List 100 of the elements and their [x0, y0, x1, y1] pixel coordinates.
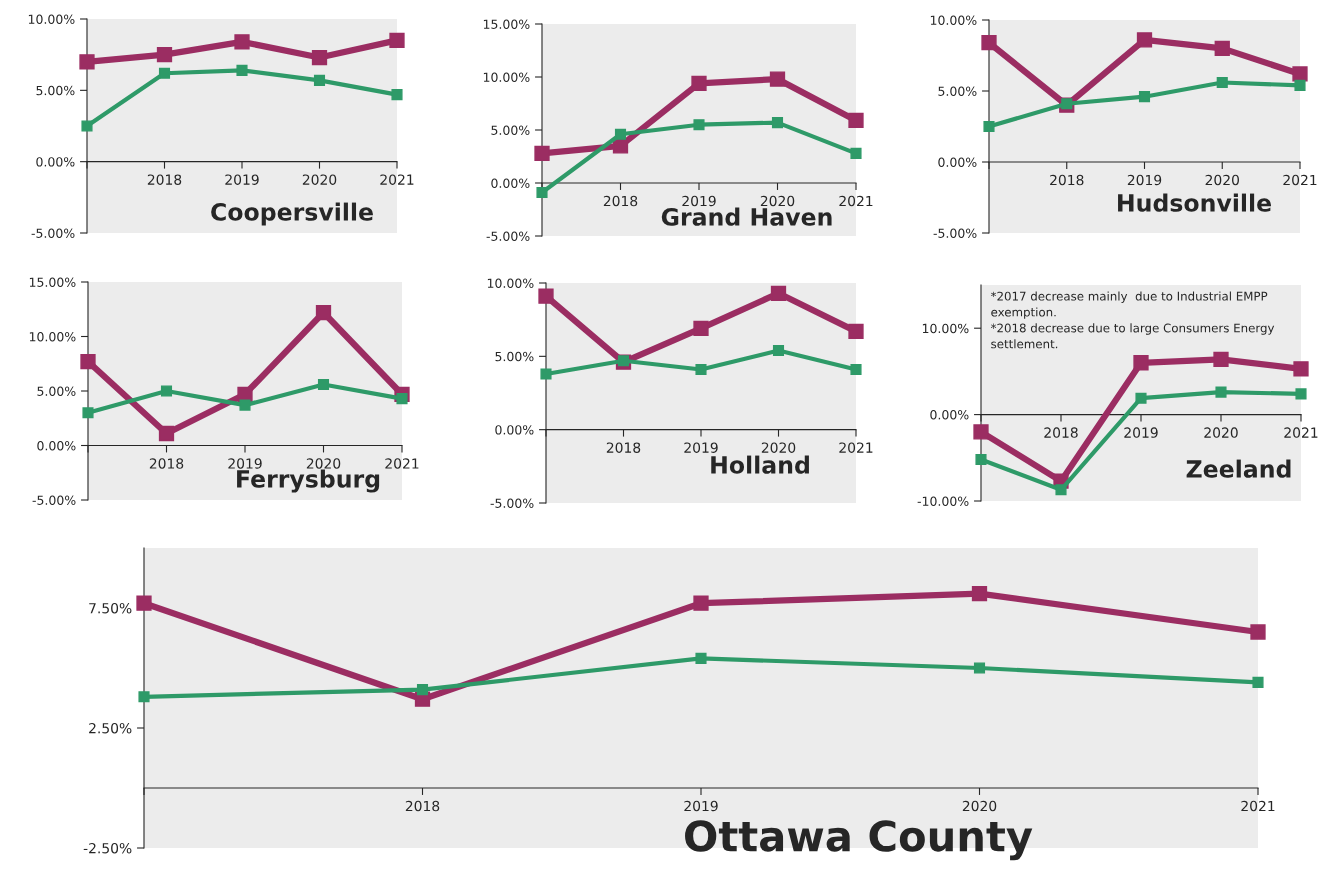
point — [536, 186, 548, 199]
point — [396, 393, 408, 405]
y-tick-label: 10.00% — [483, 72, 530, 82]
y-tick-label: -10.00% — [917, 496, 969, 506]
x-tick-label: 2019 — [225, 174, 259, 185]
point — [160, 385, 173, 397]
y-tick-label: 10.00% — [487, 278, 534, 288]
y-tick-label: 0.00% — [930, 410, 969, 420]
point — [848, 323, 864, 340]
y-tick-label: 10.00% — [922, 323, 969, 334]
point — [313, 74, 326, 86]
point — [1250, 624, 1266, 640]
x-tick-label: 2021 — [839, 442, 873, 453]
point — [850, 147, 862, 159]
x-tick-label: 2018 — [1044, 427, 1078, 438]
y-tick-label: 5.00% — [37, 386, 76, 396]
point — [236, 64, 248, 76]
point — [315, 304, 332, 321]
y-tick-label: 0.00% — [491, 178, 530, 188]
point — [693, 119, 705, 131]
point — [981, 35, 997, 51]
x-tick-label: 2018 — [1050, 174, 1084, 186]
point — [973, 424, 989, 440]
point — [540, 368, 552, 380]
point — [848, 112, 864, 129]
x-tick-label: 2019 — [1127, 174, 1162, 186]
point — [1294, 79, 1306, 91]
x-tick-label: 2020 — [302, 174, 337, 185]
x-tick-label: 2021 — [1283, 174, 1317, 186]
point — [1055, 484, 1067, 496]
x-tick-label: 2020 — [1204, 427, 1238, 438]
y-tick-label: 7.50% — [89, 602, 132, 614]
x-tick-label: 2021 — [839, 195, 873, 207]
y-tick-label: -5.00% — [32, 495, 76, 505]
point — [1135, 392, 1147, 404]
annotation: *2017 decrease mainly due to Industrial EMPP exemption. — [990, 291, 1268, 319]
x-tick-label: 2021 — [380, 174, 414, 185]
point — [1293, 361, 1309, 377]
point — [975, 453, 987, 466]
point — [693, 595, 709, 611]
x-tick-label: 2021 — [385, 458, 419, 469]
point — [534, 145, 550, 161]
y-tick-label: -5.00% — [933, 228, 977, 238]
point — [614, 128, 627, 140]
point — [234, 34, 250, 50]
point — [772, 344, 785, 357]
point — [416, 684, 429, 696]
x-tick-label: 2018 — [606, 442, 641, 453]
point — [391, 89, 403, 101]
point — [691, 75, 707, 91]
y-tick-label: 0.00% — [495, 425, 534, 435]
point — [693, 320, 709, 337]
point — [973, 662, 986, 674]
point — [1214, 40, 1230, 57]
x-tick-label: 2020 — [962, 800, 997, 812]
point — [1133, 355, 1149, 371]
y-tick-label: 5.00% — [491, 125, 530, 135]
point — [136, 595, 152, 611]
point — [237, 386, 253, 402]
point — [138, 691, 150, 703]
y-tick-label: -5.00% — [490, 498, 534, 508]
x-tick-label: 2019 — [684, 800, 718, 812]
point — [317, 378, 330, 391]
x-tick-label: 2018 — [603, 195, 638, 207]
text: Coopersville — [211, 202, 373, 226]
text: Hudsonville — [1118, 193, 1271, 212]
text: Zeeland — [1186, 459, 1291, 478]
x-tick-label: 2019 — [682, 195, 716, 207]
x-tick-label: 2019 — [228, 458, 262, 469]
text: Holland — [711, 455, 809, 474]
x-tick-label: 2018 — [147, 174, 182, 185]
x-tick-label: 2020 — [306, 458, 341, 469]
text: Ferrysburg — [237, 469, 380, 493]
y-tick-label: -5.00% — [31, 228, 75, 238]
y-tick-label: 15.00% — [29, 277, 76, 287]
point — [311, 49, 328, 66]
point — [1295, 388, 1307, 400]
y-tick-label: 5.00% — [36, 85, 75, 96]
y-tick-label: 15.00% — [483, 19, 530, 29]
x-tick-label: 2021 — [1284, 427, 1318, 438]
point — [389, 32, 405, 49]
x-tick-label: 2021 — [1241, 800, 1275, 812]
y-tick-label: 2.50% — [89, 722, 132, 734]
y-tick-label: -5.00% — [486, 231, 530, 241]
point — [79, 54, 95, 70]
point — [538, 288, 554, 304]
y-tick-label: 10.00% — [29, 331, 76, 342]
point — [695, 652, 707, 664]
point — [983, 120, 995, 133]
y-tick-label: 0.00% — [37, 440, 76, 451]
point — [1216, 76, 1228, 89]
x-tick-label: 2020 — [1205, 174, 1239, 186]
point — [82, 407, 94, 419]
point — [1252, 676, 1264, 688]
point — [771, 117, 784, 129]
point — [1138, 91, 1151, 103]
y-tick-label: 0.00% — [36, 157, 75, 167]
x-tick-label: 2020 — [760, 195, 795, 207]
text: Grand Haven — [661, 207, 832, 226]
point — [158, 67, 171, 79]
